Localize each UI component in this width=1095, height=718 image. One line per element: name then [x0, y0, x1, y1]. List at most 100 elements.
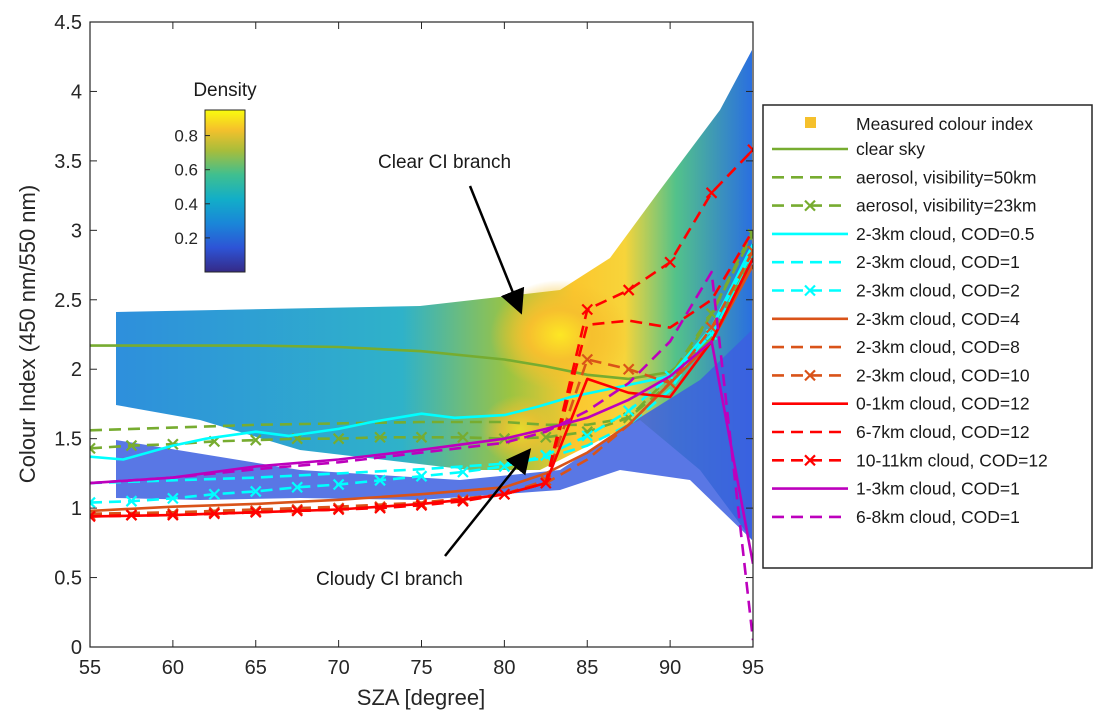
series-marker	[747, 245, 753, 257]
colorbar-gradient	[204, 109, 246, 273]
colorbar-title: Density	[193, 80, 257, 101]
colorbar-tick-label: 0.6	[174, 161, 198, 180]
series-marker	[208, 507, 221, 520]
x-tick-label: 90	[659, 657, 681, 679]
legend-label-12: 1-3km cloud, COD=1	[856, 479, 1020, 499]
legend-label-measured: Measured colour index	[856, 114, 1033, 134]
y-tick-label: 4	[71, 81, 82, 103]
density-upper-band	[116, 50, 752, 540]
series-line-1	[90, 229, 753, 432]
series-marker	[90, 510, 96, 523]
series-marker	[457, 495, 469, 507]
y-tick-label: 3	[71, 220, 82, 242]
series-marker	[167, 492, 179, 505]
series-marker	[540, 477, 552, 489]
legend-marker	[804, 369, 816, 382]
series-marker	[705, 321, 718, 334]
legend-label-7: 2-3km cloud, COD=8	[856, 337, 1020, 357]
legend-label-6: 2-3km cloud, COD=4	[856, 309, 1020, 329]
series-marker	[664, 256, 676, 269]
annotation-cloudy-arrow	[444, 448, 532, 557]
annotation-cloudy: Cloudy CI branch	[316, 448, 532, 590]
y-axis-label: Colour Index (450 nm/550 nm)	[15, 185, 40, 483]
series-marker	[457, 431, 469, 444]
series-marker	[90, 496, 96, 509]
series-marker	[125, 439, 138, 452]
series-line-4	[90, 250, 753, 485]
legend-box	[762, 104, 1093, 569]
series-line-3	[90, 243, 753, 461]
colorbar-tick-label: 0.8	[174, 127, 198, 146]
legend-label-5: 2-3km cloud, COD=2	[856, 281, 1020, 301]
legend-marker	[804, 199, 816, 212]
legend-label-11: 10-11km cloud, COD=12	[856, 450, 1048, 470]
y-tick-label: 0.5	[54, 568, 82, 590]
series-marker	[291, 481, 303, 494]
density-lower-band	[116, 330, 752, 540]
x-tick-label: 80	[493, 657, 515, 679]
series-marker	[415, 431, 428, 444]
series-marker	[90, 442, 96, 455]
series-line-12	[90, 340, 753, 564]
legend-label-9: 0-1km cloud, COD=12	[856, 394, 1030, 414]
annotation-clear-text: Clear CI branch	[378, 152, 511, 173]
legend-label-2: aerosol, visibility=23km	[856, 196, 1036, 216]
x-axis: 55 60 65 70 75 80 85 90 95	[79, 22, 764, 679]
density-hotspot-lower	[480, 395, 560, 465]
y-tick-label: 0	[71, 637, 82, 659]
x-tick-label: 55	[79, 657, 101, 679]
series-marker	[622, 284, 635, 296]
legend-label-10: 6-7km cloud, COD=12	[856, 422, 1030, 442]
series-marker	[622, 363, 635, 376]
series-marker	[581, 353, 594, 366]
y-tick-label: 2.5	[54, 290, 82, 312]
series-marker	[415, 470, 428, 482]
x-tick-label: 95	[742, 657, 764, 679]
legend: Measured colour index clear sky aerosol, …	[762, 104, 1093, 569]
legend-label-0: clear sky	[856, 139, 925, 159]
colorbar: Density 0.2 0.4 0.6 0.8	[174, 80, 257, 273]
x-tick-label: 70	[328, 657, 350, 679]
series-marker	[415, 499, 428, 512]
series-line-13	[90, 270, 753, 641]
y-axis: 0 0.5 1 1.5 2 2.5 3 3.5 4 4.5	[54, 12, 753, 659]
y-tick-label: 1	[71, 498, 82, 520]
series-line-7	[90, 257, 753, 515]
series-marker	[498, 488, 511, 501]
legend-label-13: 6-8km cloud, COD=1	[856, 507, 1020, 527]
colorbar-tick-label: 0.4	[174, 195, 198, 214]
series-marker	[581, 425, 594, 438]
legend-label-3: 2-3km cloud, COD=0.5	[856, 224, 1034, 244]
series-marker	[125, 509, 138, 521]
series-marker	[291, 505, 303, 517]
x-tick-label: 75	[410, 657, 432, 679]
legend-label-8: 2-3km cloud, COD=10	[856, 365, 1030, 385]
series-marker	[374, 502, 386, 514]
legend-swatch-measured	[805, 117, 816, 128]
x-tick-label: 65	[245, 657, 267, 679]
series-marker	[332, 478, 345, 491]
series-marker	[664, 377, 676, 389]
series-marker	[249, 434, 262, 446]
x-tick-label: 60	[162, 657, 184, 679]
series-marker	[457, 466, 469, 478]
annotation-cloudy-text: Cloudy CI branch	[316, 569, 463, 590]
series-marker	[249, 506, 262, 519]
series-marker	[540, 449, 552, 462]
legend-marker	[804, 454, 816, 467]
series-marker	[167, 509, 179, 521]
x-tick-label: 85	[576, 657, 598, 679]
series-line-10	[90, 229, 753, 518]
y-tick-label: 4.5	[54, 12, 82, 34]
legend-marker	[804, 284, 816, 297]
series-marker	[747, 143, 753, 156]
y-tick-label: 1.5	[54, 429, 82, 451]
series-marker	[374, 474, 386, 487]
series-marker	[332, 432, 345, 445]
series-marker	[125, 495, 138, 507]
annotation-clear: Clear CI branch	[378, 152, 525, 315]
colorbar-tick-label: 0.2	[174, 229, 198, 248]
series-marker	[622, 405, 635, 417]
y-tick-label: 3.5	[54, 151, 82, 173]
